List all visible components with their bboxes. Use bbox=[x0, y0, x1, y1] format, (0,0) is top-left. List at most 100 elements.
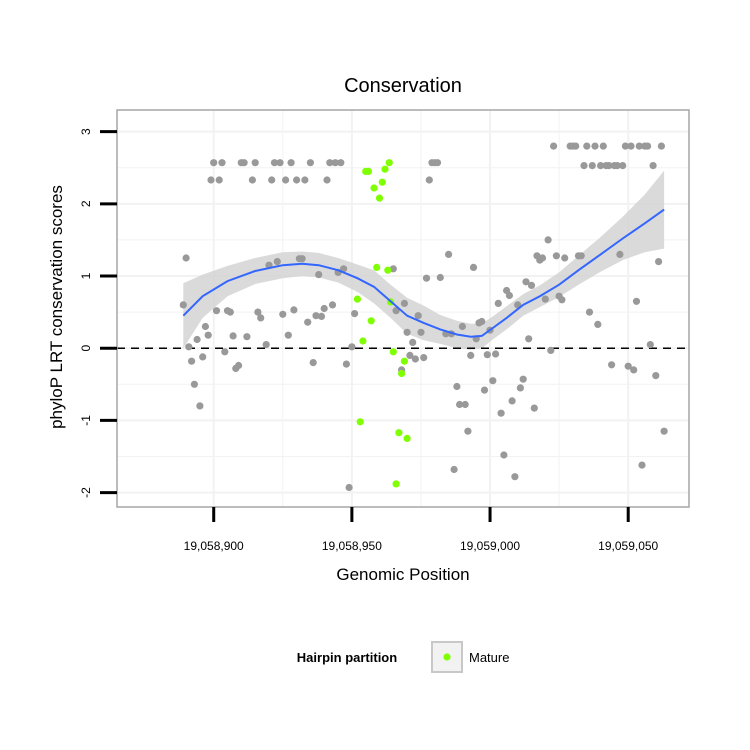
score-point bbox=[558, 296, 566, 304]
mature-point bbox=[364, 167, 373, 175]
x-axis-title: Genomic Position bbox=[336, 565, 469, 584]
score-point bbox=[489, 377, 497, 385]
score-point bbox=[597, 162, 605, 170]
score-point bbox=[196, 402, 204, 410]
legend-label-mature: Mature bbox=[469, 650, 509, 665]
score-point bbox=[436, 273, 444, 282]
score-point bbox=[262, 341, 270, 349]
score-point bbox=[417, 328, 425, 336]
score-point bbox=[328, 301, 337, 309]
mature-point bbox=[370, 184, 378, 192]
score-point bbox=[248, 176, 256, 184]
score-point bbox=[453, 382, 461, 391]
y-tick-label: 3 bbox=[79, 128, 93, 135]
score-point bbox=[337, 159, 345, 167]
score-point bbox=[290, 306, 298, 314]
score-point bbox=[298, 255, 306, 263]
score-point bbox=[414, 312, 422, 320]
score-point bbox=[458, 322, 466, 331]
score-point bbox=[287, 159, 295, 167]
score-point bbox=[251, 159, 259, 167]
score-point bbox=[652, 372, 660, 380]
mature-point bbox=[384, 266, 392, 274]
score-point bbox=[632, 297, 641, 305]
panel-border bbox=[116, 109, 690, 508]
mature-point bbox=[378, 178, 386, 186]
score-point bbox=[646, 341, 654, 349]
score-point bbox=[409, 338, 417, 346]
chart-title: Conservation bbox=[344, 75, 462, 97]
score-point bbox=[420, 354, 428, 362]
score-point bbox=[406, 351, 414, 359]
score-point bbox=[519, 375, 527, 383]
score-point bbox=[456, 400, 464, 409]
score-point bbox=[193, 335, 201, 344]
score-point bbox=[525, 335, 533, 343]
score-point bbox=[422, 274, 431, 282]
score-point bbox=[572, 142, 580, 150]
score-point bbox=[212, 307, 221, 315]
score-point bbox=[229, 332, 237, 340]
score-point bbox=[215, 176, 223, 184]
score-point bbox=[550, 142, 558, 150]
mature-point bbox=[389, 348, 397, 356]
score-point bbox=[608, 361, 616, 369]
score-point bbox=[284, 331, 292, 339]
y-tick-label: -2 bbox=[79, 487, 93, 498]
score-point bbox=[522, 278, 530, 286]
confidence-ribbon-area bbox=[183, 170, 665, 350]
legend: Hairpin partition Mature bbox=[297, 641, 509, 673]
x-tick-label: 19,058,900 bbox=[184, 539, 244, 553]
score-point bbox=[585, 308, 594, 316]
score-point bbox=[544, 236, 552, 244]
x-tick-label: 19,058,950 bbox=[322, 539, 382, 553]
score-point bbox=[657, 142, 666, 150]
score-point bbox=[500, 451, 508, 459]
y-tick-label: -1 bbox=[79, 415, 93, 426]
score-point bbox=[660, 427, 668, 435]
score-point bbox=[342, 360, 350, 368]
score-point bbox=[588, 162, 596, 170]
score-point bbox=[218, 159, 226, 167]
mature-point bbox=[403, 434, 411, 442]
mature-point bbox=[356, 418, 364, 426]
y-tick-label: 2 bbox=[79, 200, 93, 207]
score-point bbox=[627, 142, 635, 150]
score-point bbox=[312, 312, 320, 320]
score-point bbox=[309, 359, 317, 367]
score-point bbox=[538, 254, 547, 262]
score-point bbox=[210, 159, 218, 167]
score-point bbox=[226, 308, 234, 316]
score-point bbox=[511, 473, 519, 481]
score-point bbox=[190, 380, 198, 388]
score-point bbox=[480, 386, 489, 394]
score-point bbox=[605, 162, 613, 170]
score-point bbox=[400, 299, 408, 307]
score-point bbox=[616, 250, 624, 258]
x-tick-label: 19,059,050 bbox=[598, 539, 658, 553]
score-point bbox=[530, 404, 538, 412]
score-point bbox=[221, 348, 229, 356]
score-point bbox=[508, 397, 516, 405]
score-point bbox=[345, 483, 353, 492]
score-point bbox=[403, 328, 411, 336]
score-point bbox=[270, 159, 279, 167]
mature-point bbox=[395, 429, 403, 437]
score-point bbox=[599, 142, 607, 150]
axes: 19,058,900 19,058,950 19,059,000 19,059,050… bbox=[79, 128, 659, 553]
score-point bbox=[257, 314, 265, 322]
y-tick-label: 1 bbox=[79, 272, 93, 279]
score-point bbox=[293, 176, 301, 184]
score-point bbox=[577, 252, 585, 260]
mature-point bbox=[367, 317, 375, 325]
score-point bbox=[204, 331, 212, 339]
score-point bbox=[179, 301, 187, 309]
score-point bbox=[320, 304, 328, 313]
score-point bbox=[630, 366, 638, 374]
score-point bbox=[497, 409, 505, 417]
score-point bbox=[207, 176, 215, 184]
mature-point bbox=[385, 159, 393, 167]
score-point bbox=[619, 162, 627, 170]
y-tick-label: 0 bbox=[79, 345, 93, 352]
